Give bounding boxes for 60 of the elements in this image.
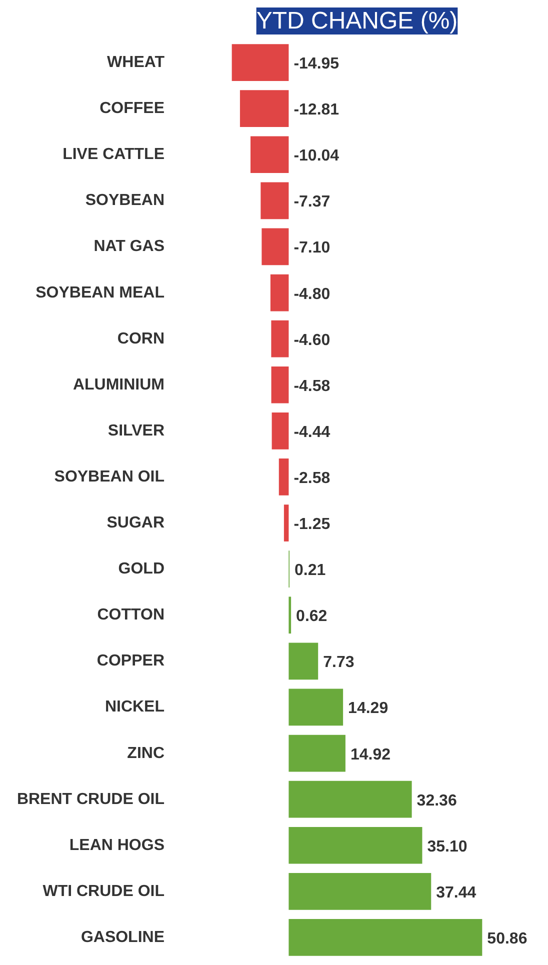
y-tick-label: ZINC — [127, 744, 165, 762]
bar — [271, 320, 289, 358]
y-tick-label: SOYBEAN — [85, 192, 164, 210]
data-label: 14.29 — [348, 700, 388, 718]
bar — [260, 182, 289, 220]
data-label: 50.86 — [487, 930, 528, 948]
bar — [284, 504, 289, 542]
bar — [278, 458, 289, 496]
data-label: 35.10 — [427, 838, 468, 856]
y-tick-label: NAT GAS — [94, 238, 165, 256]
bar — [272, 412, 289, 450]
data-label: 0.21 — [294, 562, 326, 580]
data-label: -14.95 — [294, 56, 340, 73]
data-label: -4.58 — [294, 378, 330, 395]
y-tick-label: GASOLINE — [80, 928, 165, 946]
data-label: -7.10 — [294, 240, 330, 257]
y-tick-label: LIVE CATTLE — [62, 146, 165, 164]
y-tick-label: CORN — [117, 330, 164, 348]
bar — [250, 136, 289, 174]
bar — [288, 919, 482, 956]
bar — [288, 688, 344, 726]
data-label: 0.62 — [296, 608, 328, 626]
data-label: -4.60 — [294, 332, 330, 349]
bar — [288, 734, 346, 772]
bar — [262, 228, 289, 266]
bar — [288, 826, 422, 864]
y-tick-label: SOYBEAN OIL — [54, 468, 165, 486]
bar — [288, 596, 292, 634]
y-tick-label: SUGAR — [106, 514, 165, 532]
data-label: 32.36 — [416, 792, 457, 810]
y-tick-label: NICKEL — [104, 698, 165, 716]
data-label: -12.81 — [294, 102, 340, 119]
bar — [288, 780, 412, 818]
y-tick-label: WHEAT — [107, 54, 165, 72]
y-tick-label: COFFEE — [100, 100, 165, 118]
y-tick-label: GOLD — [118, 560, 164, 578]
y-tick-label: COTTON — [97, 606, 165, 624]
data-label: -4.44 — [294, 424, 330, 441]
y-tick-label: ALUMINIUM — [72, 376, 165, 394]
data-label: -2.58 — [294, 470, 330, 487]
bar — [240, 90, 289, 127]
y-tick-label: BRENT CRUDE OIL — [16, 790, 165, 808]
data-label: -7.37 — [294, 194, 330, 211]
y-tick-label: LEAN HOGS — [69, 836, 165, 854]
data-label: 14.92 — [350, 746, 391, 764]
y-tick-label: SOYBEAN MEAL — [36, 284, 165, 302]
bar — [271, 366, 289, 404]
y-tick-label: WTI CRUDE OIL — [42, 882, 165, 900]
data-label: -1.25 — [294, 516, 330, 534]
bar — [288, 873, 432, 910]
y-tick-label: COPPER — [96, 652, 165, 670]
data-label: -10.04 — [294, 148, 340, 165]
y-tick-label: SILVER — [108, 422, 165, 440]
bar — [288, 642, 318, 680]
chart-title: YTD CHANGE (%) — [256, 8, 458, 34]
bar — [232, 44, 289, 81]
data-label: -4.80 — [294, 286, 330, 303]
data-label: 7.73 — [323, 654, 354, 672]
data-label: 37.44 — [436, 884, 476, 902]
bar — [270, 274, 289, 312]
